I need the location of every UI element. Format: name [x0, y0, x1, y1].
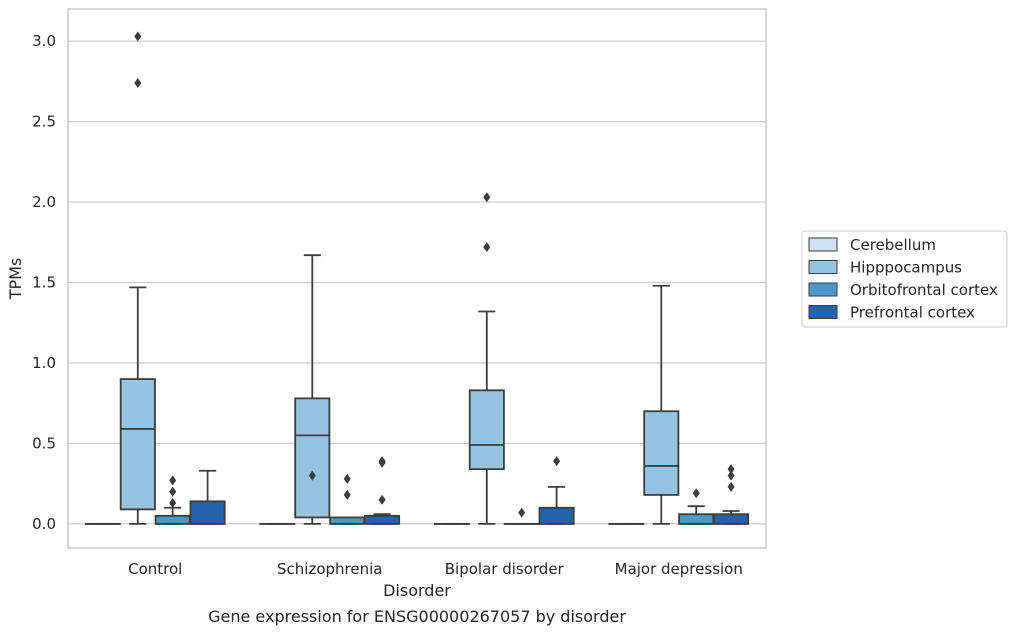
box-body — [294, 397, 331, 519]
legend-swatch — [808, 305, 838, 319]
x-tick-label: Control — [128, 560, 182, 578]
series-prefrontal-cortex — [189, 456, 750, 525]
x-tick-label: Schizophrenia — [277, 560, 382, 578]
y-tick-label: 1.5 — [32, 274, 56, 292]
x-axis-title: Disorder — [383, 581, 451, 600]
outlier-point — [169, 475, 177, 486]
y-tick-label: 2.5 — [32, 113, 56, 131]
outlier-point — [483, 192, 491, 203]
y-tick-label: 2.0 — [32, 193, 56, 211]
box-body — [713, 513, 750, 525]
outlier-point — [727, 481, 735, 492]
outlier-point — [308, 470, 316, 481]
box — [503, 507, 540, 525]
y-tick-labels: 0.0 0.5 1.0 1.5 2.0 2.5 3.0 — [32, 32, 56, 533]
outlier-point — [378, 494, 386, 505]
outlier-point — [727, 464, 735, 475]
y-tick-label: 0.0 — [32, 515, 56, 533]
y-tick-label: 3.0 — [32, 32, 56, 50]
legend-swatch — [808, 237, 838, 252]
box-body — [154, 514, 191, 525]
plot-frame — [67, 8, 767, 549]
y-axis-title: TPMs — [6, 258, 25, 301]
outlier-point — [169, 497, 177, 508]
legend-label: Cerebellum — [850, 236, 936, 254]
legend-label: Orbitofrontal cortex — [850, 281, 998, 299]
gridlines — [68, 40, 766, 525]
box — [643, 284, 680, 525]
box-body — [189, 500, 226, 525]
x-tick-label: Bipolar disorder — [445, 560, 565, 578]
outlier-point — [692, 488, 700, 499]
outlier-point — [727, 470, 735, 481]
outlier-point — [134, 78, 142, 89]
box-body — [538, 506, 575, 525]
box — [119, 31, 156, 525]
box-body — [364, 514, 401, 525]
outlier-point — [343, 473, 351, 484]
box — [189, 469, 226, 525]
legend-swatch — [808, 282, 838, 297]
box — [538, 456, 575, 525]
outlier-point — [483, 242, 491, 253]
outlier-point — [553, 456, 561, 467]
box — [468, 192, 505, 525]
y-tick-label: 1.0 — [32, 354, 56, 372]
box-body — [678, 513, 715, 525]
outlier-point — [169, 486, 177, 497]
box-series — [84, 31, 750, 525]
box — [364, 456, 401, 525]
series-orbitofrontal-cortex — [154, 473, 715, 525]
legend-label: Hipppocampus — [850, 259, 962, 277]
box — [154, 475, 191, 525]
x-tick-labels: Control Schizophrenia Bipolar disorder Majo… — [128, 560, 743, 578]
outlier-point — [518, 507, 526, 518]
box-body — [468, 389, 505, 471]
box-body — [329, 516, 366, 525]
legend-swatch — [808, 260, 838, 274]
outlier-point — [134, 31, 142, 42]
legend-label: Prefrontal cortex — [850, 304, 975, 322]
legend-frame — [801, 230, 1008, 328]
box — [678, 488, 715, 525]
box — [713, 464, 750, 525]
series-hipppocampus — [119, 31, 680, 525]
chart-caption: Gene expression for ENSG00000267057 by d… — [208, 607, 626, 626]
x-tick-label: Major depression — [615, 560, 743, 578]
legend: Cerebellum Hipppocampus Orbitofrontal cort… — [801, 230, 1008, 328]
y-tick-label: 0.5 — [32, 434, 56, 452]
box-body — [643, 410, 680, 496]
outlier-point — [343, 489, 351, 500]
outlier-point — [378, 456, 386, 467]
box — [329, 473, 366, 525]
box-body — [119, 378, 156, 511]
box — [294, 254, 331, 525]
